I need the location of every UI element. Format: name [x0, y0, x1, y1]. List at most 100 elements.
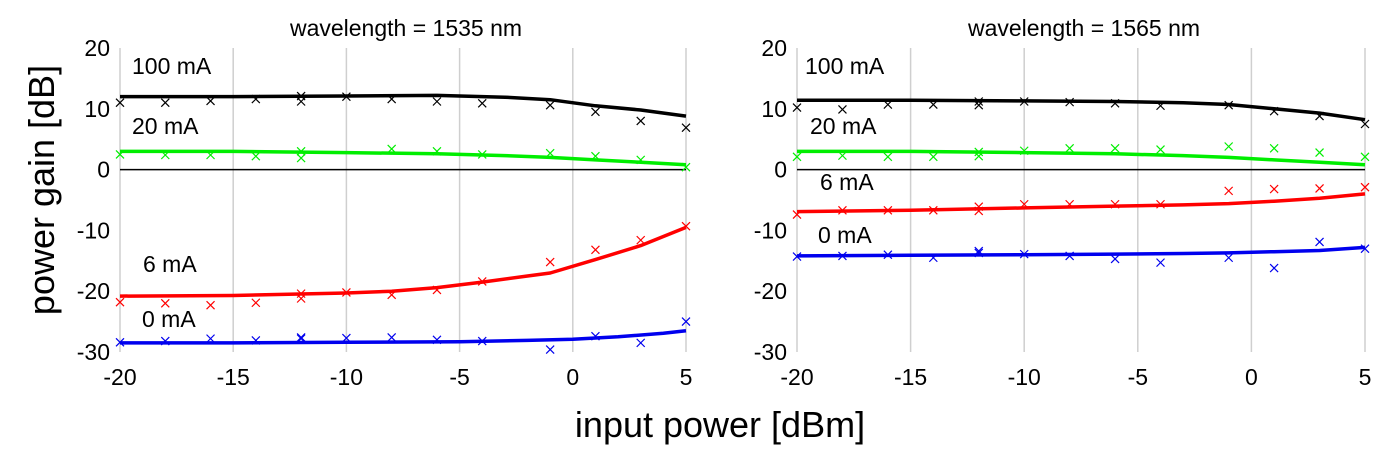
- data-point-20ma: [545, 148, 555, 158]
- x-tick-label: 5: [680, 364, 693, 390]
- data-point-0ma: [1224, 253, 1234, 263]
- y-tick-label: -30: [754, 339, 787, 365]
- data-point-0ma: [341, 333, 351, 343]
- y-axis-label: power gain [dB]: [21, 65, 62, 315]
- curve-label-0ma: 0 mA: [142, 306, 196, 332]
- data-point-6ma: [1065, 199, 1075, 209]
- data-point-6ma: [974, 206, 984, 216]
- data-point-20ma: [1224, 142, 1234, 151]
- fit-line-100ma: [797, 98, 1366, 122]
- data-point-20ma: [636, 155, 646, 165]
- data-point-100ma: [545, 100, 555, 110]
- y-tick-label: -10: [77, 217, 110, 243]
- data-point-20ma: [1269, 143, 1279, 153]
- data-point-100ma: [681, 123, 691, 133]
- y-tick-label: 0: [97, 157, 110, 183]
- data-point-6ma: [1110, 199, 1120, 209]
- data-point-20ma: [206, 150, 215, 160]
- data-point-100ma: [1065, 97, 1075, 107]
- data-point-6ma: [341, 287, 351, 297]
- y-tick-label: 20: [84, 35, 110, 61]
- data-point-6ma: [1315, 184, 1324, 193]
- data-point-20ma: [296, 146, 306, 156]
- data-point-20ma: [296, 153, 306, 163]
- curve-label-100ma: 100 mA: [132, 53, 212, 79]
- x-tick-label: -15: [217, 364, 250, 390]
- data-point-6ma: [432, 285, 442, 295]
- x-tick-label: 0: [566, 364, 579, 390]
- data-point-0ma: [1156, 258, 1165, 268]
- data-point-100ma: [296, 97, 306, 106]
- fit-line-100ma: [120, 93, 687, 118]
- data-point-6ma: [160, 298, 170, 308]
- data-point-20ma: [477, 149, 487, 159]
- fit-line-20ma: [120, 149, 687, 167]
- data-point-6ma: [545, 257, 555, 267]
- series-0ma: 0 mA: [792, 222, 1370, 273]
- data-point-100ma: [477, 98, 487, 108]
- data-point-0ma: [251, 336, 261, 345]
- data-point-100ma: [251, 94, 261, 104]
- y-tick-label: -30: [77, 339, 110, 365]
- series-0ma: 0 mA: [115, 306, 691, 354]
- data-point-0ma: [545, 345, 555, 354]
- fit-line-6ma: [119, 225, 687, 298]
- x-tick-label: 5: [1359, 364, 1372, 390]
- data-point-100ma: [1360, 119, 1370, 129]
- data-point-6ma: [206, 300, 215, 310]
- data-point-6ma: [681, 221, 691, 231]
- series-20ma: 20 mA: [115, 113, 691, 172]
- data-point-100ma: [1224, 100, 1234, 110]
- curve-label-100ma: 100 mA: [805, 53, 885, 79]
- data-point-0ma: [432, 335, 442, 345]
- data-point-0ma: [883, 250, 893, 260]
- data-point-20ma: [1065, 143, 1075, 153]
- data-point-20ma: [251, 151, 261, 161]
- data-point-0ma: [636, 338, 646, 348]
- data-point-20ma: [1315, 148, 1324, 158]
- data-point-6ma: [115, 297, 125, 307]
- data-point-100ma: [636, 116, 646, 126]
- fit-line-0ma: [120, 328, 687, 345]
- curve-label-20ma: 20 mA: [132, 113, 199, 139]
- data-point-20ma: [387, 144, 397, 154]
- data-point-100ma: [1315, 111, 1324, 121]
- data-point-100ma: [974, 97, 984, 106]
- data-point-100ma: [115, 98, 125, 108]
- data-point-20ma: [838, 151, 847, 161]
- data-point-6ma: [477, 277, 487, 286]
- data-point-6ma: [974, 202, 984, 212]
- data-point-0ma: [1019, 249, 1029, 259]
- data-point-6ma: [296, 294, 306, 303]
- data-point-0ma: [591, 331, 600, 341]
- y-tick-label: 10: [84, 96, 110, 122]
- data-point-0ma: [928, 253, 938, 263]
- data-point-0ma: [115, 337, 125, 347]
- x-tick-label: -20: [780, 364, 813, 390]
- data-point-20ma: [1110, 143, 1120, 153]
- data-point-100ma: [1269, 106, 1279, 116]
- data-point-0ma: [974, 246, 984, 256]
- data-point-0ma: [1360, 244, 1370, 254]
- series-100ma: 100 mA: [792, 53, 1370, 129]
- curve-label-20ma: 20 mA: [810, 113, 877, 139]
- x-tick-label: -10: [1008, 364, 1041, 390]
- data-point-100ma: [883, 100, 893, 109]
- data-point-20ma: [591, 151, 600, 161]
- data-point-20ma: [1019, 146, 1029, 156]
- data-point-6ma: [1269, 184, 1279, 194]
- data-point-0ma: [974, 248, 984, 258]
- y-tick-label: 0: [774, 157, 787, 183]
- series-6ma: 6 mA: [792, 169, 1370, 220]
- data-point-0ma: [387, 332, 397, 342]
- data-point-6ma: [591, 245, 600, 255]
- data-point-100ma: [928, 100, 938, 109]
- x-tick-label: -5: [1128, 364, 1148, 390]
- data-point-100ma: [591, 107, 600, 117]
- fit-line-20ma: [797, 149, 1366, 167]
- data-point-100ma: [341, 92, 351, 102]
- y-tick-label: 20: [761, 35, 787, 61]
- data-point-0ma: [838, 251, 847, 261]
